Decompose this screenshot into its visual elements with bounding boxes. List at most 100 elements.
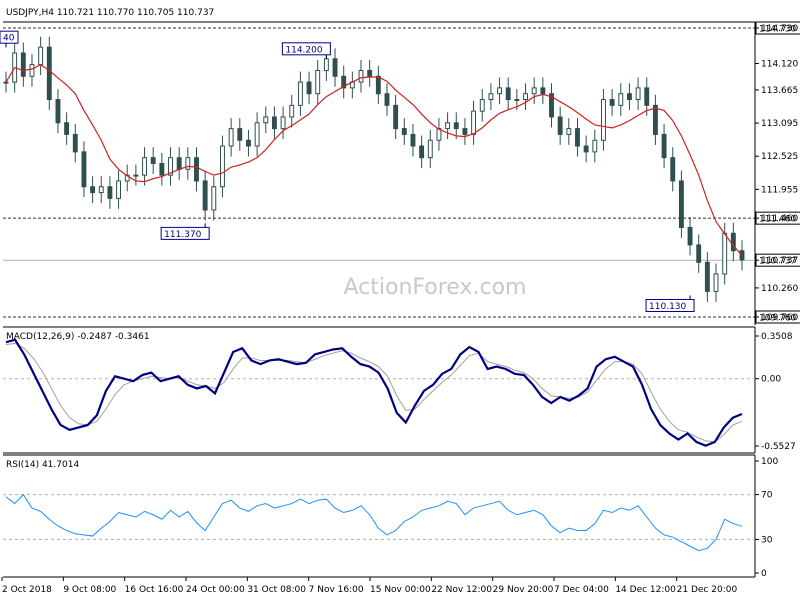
- candle: [471, 100, 477, 145]
- candle: [332, 48, 338, 87]
- macd-signal-line: [5, 342, 743, 443]
- price-tick-label: 111.460: [761, 214, 798, 224]
- time-tick-label: 31 Oct 08:00: [247, 585, 306, 595]
- svg-text:109.760: 109.760: [759, 314, 796, 324]
- price-annotation: 40: [0, 30, 19, 44]
- time-tick-label: 15 Nov 00:00: [370, 585, 431, 595]
- candle: [254, 112, 260, 157]
- candle: [678, 170, 684, 238]
- candle: [713, 263, 719, 302]
- candle: [220, 135, 225, 198]
- price-tick-label: 109.760: [761, 313, 798, 323]
- candle: [557, 106, 563, 145]
- candle: [488, 83, 494, 110]
- macd-tick-label: 0.00: [761, 375, 781, 385]
- price-annotation: 110.130: [645, 298, 695, 312]
- candle: [55, 89, 61, 134]
- candle: [505, 77, 511, 110]
- price-tick-label: 113.095: [761, 119, 798, 129]
- candle: [64, 112, 70, 145]
- time-tick-label: 22 Nov 12:00: [431, 585, 492, 595]
- price-panel: ActionForex.com 114.730 111.460 109.760 110…: [0, 8, 800, 325]
- candle: [142, 147, 147, 186]
- price-tick-label: 113.665: [761, 86, 798, 96]
- candle: [497, 77, 503, 105]
- time-tick-label: 7 Dec 04:00: [554, 585, 609, 595]
- svg-text:110.130: 110.130: [649, 302, 686, 312]
- rsi-tick-label: 100: [761, 457, 778, 467]
- candle: [575, 118, 580, 157]
- candle: [72, 123, 78, 163]
- candle: [531, 77, 537, 105]
- candle: [670, 147, 676, 192]
- candle: [194, 147, 199, 192]
- candle: [280, 106, 286, 140]
- candle: [661, 123, 667, 169]
- candle: [367, 59, 373, 87]
- price-axis: 114.730 114.120 113.665 113.095 112.525 111.9…: [755, 24, 798, 323]
- time-tick-label: 29 Nov 20:00: [493, 585, 554, 595]
- candle: [46, 36, 52, 110]
- candle: [20, 42, 26, 87]
- rsi-line: [5, 493, 743, 552]
- candle: [626, 83, 632, 110]
- candle: [445, 112, 451, 140]
- candle: [540, 77, 546, 105]
- rsi-title: RSI(14) 41.7014: [6, 460, 79, 470]
- candle: [704, 251, 710, 302]
- price-tick-label: 110.737: [761, 256, 798, 266]
- candle: [237, 118, 243, 151]
- candle: [358, 59, 364, 93]
- price-tick-label: 111.955: [761, 185, 798, 195]
- candle: [168, 147, 173, 186]
- candle: [185, 147, 191, 180]
- candle: [401, 118, 407, 145]
- price-annotation: 111.370: [160, 226, 210, 240]
- candle: [592, 129, 598, 163]
- price-tick-label: 114.730: [761, 24, 798, 34]
- candle: [687, 216, 693, 256]
- rsi-tick-label: 70: [761, 491, 773, 501]
- macd-line: [5, 338, 743, 447]
- candle: [384, 83, 390, 116]
- time-tick-label: 9 Oct 08:00: [63, 585, 116, 595]
- candle: [375, 65, 381, 105]
- candle: [730, 222, 736, 262]
- time-tick-label: 2 Oct 2018: [2, 585, 52, 595]
- candle: [133, 164, 139, 186]
- candle: [609, 89, 615, 116]
- candle: [202, 170, 208, 221]
- candle: [211, 176, 217, 221]
- candle: [306, 71, 312, 105]
- candle: [566, 118, 572, 145]
- time-tick-label: 16 Oct 16:00: [125, 585, 184, 595]
- candle: [601, 89, 606, 151]
- candle: [549, 83, 554, 128]
- candle: [644, 77, 650, 116]
- candle: [159, 153, 165, 186]
- candle: [652, 94, 658, 145]
- candle: [116, 170, 122, 209]
- price-tick-label: 114.120: [761, 59, 798, 69]
- rsi-panel: RSI(14) 41.7014 100 70 30 0: [3, 454, 778, 579]
- candle: [479, 89, 485, 122]
- candle: [150, 147, 156, 174]
- candle: [635, 77, 641, 110]
- watermark: ActionForex.com: [344, 275, 527, 300]
- candle: [90, 176, 96, 204]
- candle: [462, 118, 468, 145]
- candle: [315, 59, 321, 105]
- candle: [98, 176, 104, 204]
- svg-text:111.460: 111.460: [759, 215, 796, 225]
- candle: [618, 83, 624, 116]
- macd-tick-label: -0.5527: [761, 442, 796, 452]
- time-tick-label: 21 Dec 20:00: [677, 585, 738, 595]
- candle: [523, 83, 528, 110]
- svg-text:110.737: 110.737: [759, 257, 796, 267]
- candle: [29, 54, 35, 87]
- macd-title: MACD(12,26,9) -0.2487 -0.3461: [6, 332, 150, 342]
- svg-text:114.200: 114.200: [285, 45, 322, 55]
- svg-text:111.370: 111.370: [164, 230, 201, 240]
